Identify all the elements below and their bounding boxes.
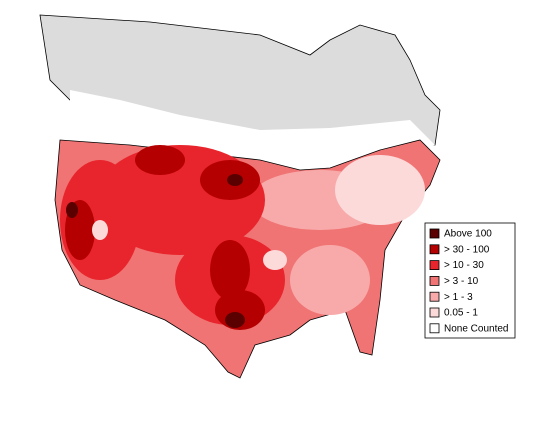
legend-label: > 3 - 10	[444, 276, 479, 287]
legend-label: > 30 - 100	[444, 244, 490, 255]
legend-swatch	[429, 323, 440, 334]
legend-label: 0.05 - 1	[444, 308, 478, 319]
legend-label: > 10 - 30	[444, 260, 484, 271]
legend-swatch	[429, 275, 440, 286]
abundance-shading	[60, 145, 425, 330]
legend: Above 100 > 30 - 100 > 10 - 30 > 3 - 10 > 1 …	[424, 222, 516, 339]
legend-swatch	[429, 291, 440, 302]
legend-label: None Counted	[444, 323, 509, 334]
legend-swatch	[429, 260, 440, 271]
legend-swatch	[429, 244, 440, 255]
legend-swatch	[429, 228, 440, 239]
legend-label: Above 100	[444, 229, 492, 240]
legend-label: > 1 - 3	[444, 292, 473, 303]
legend-swatch	[429, 307, 440, 318]
canada-south-band	[70, 90, 435, 165]
legend-box	[424, 222, 516, 339]
